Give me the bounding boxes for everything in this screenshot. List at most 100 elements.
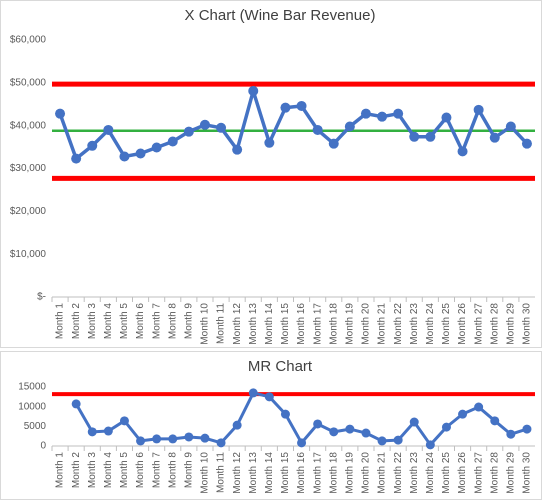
x-tick-label: Month 8 — [167, 452, 178, 489]
x-tick-label: Month 27 — [473, 452, 484, 494]
data-point — [103, 426, 113, 436]
x-tick-label: Month 6 — [135, 452, 146, 489]
data-point — [280, 409, 290, 419]
data-point — [184, 432, 194, 442]
data-point — [232, 144, 243, 155]
x-tick-label: Month 16 — [296, 452, 307, 494]
x-tick-label: Month 14 — [264, 452, 275, 494]
data-point — [522, 424, 532, 434]
data-point — [216, 438, 226, 448]
series-line — [74, 391, 528, 447]
data-point — [425, 131, 436, 142]
data-point — [119, 151, 130, 162]
x-tick-label: Month 12 — [232, 452, 243, 494]
series-line — [58, 89, 529, 161]
x-tick-label: Month 2 — [71, 452, 82, 489]
x-tick-label: Month 4 — [103, 452, 114, 489]
x-tick-label: Month 14 — [264, 303, 275, 345]
y-tick-label: 15000 — [18, 382, 46, 393]
y-tick-label: $30,000 — [10, 163, 47, 174]
data-point — [71, 399, 81, 409]
data-point — [490, 416, 500, 426]
data-point — [216, 122, 227, 133]
data-point — [151, 142, 162, 153]
data-point — [328, 138, 339, 149]
data-point — [136, 436, 146, 446]
chart-title: MR Chart — [248, 358, 313, 375]
x-tick-label: Month 13 — [248, 303, 259, 345]
data-point — [313, 419, 323, 429]
data-point — [168, 434, 178, 444]
x-tick-label: Month 12 — [232, 303, 243, 345]
y-tick-label: $40,000 — [10, 120, 47, 131]
x-tick-label: Month 29 — [505, 303, 516, 345]
data-point — [409, 417, 419, 427]
data-point — [232, 420, 242, 430]
x-tick-label: Month 8 — [167, 303, 178, 340]
panel-border — [0, 0, 542, 348]
data-point — [425, 440, 435, 450]
x-tick-label: Month 3 — [87, 303, 98, 340]
data-point — [474, 402, 484, 412]
x-tick-label: Month 10 — [200, 303, 211, 345]
x-tick-label: Month 30 — [522, 452, 533, 494]
data-point — [200, 433, 210, 443]
x-tick-label: Month 9 — [183, 303, 194, 340]
data-point — [393, 435, 403, 445]
chart-title: X Chart (Wine Bar Revenue) — [185, 7, 376, 24]
y-tick-label: $50,000 — [10, 77, 47, 88]
x-tick-label: Month 15 — [280, 452, 291, 494]
data-point — [183, 126, 194, 137]
x-tick-label: Month 1 — [55, 452, 66, 489]
x-tick-label: Month 21 — [377, 303, 388, 345]
y-tick-label: 10000 — [18, 401, 46, 412]
y-tick-label: 0 — [40, 441, 46, 452]
x-tick-label: Month 7 — [151, 452, 162, 489]
x-tick-label: Month 10 — [200, 452, 211, 494]
x-tick-label: Month 9 — [183, 452, 194, 489]
data-point — [506, 429, 516, 439]
y-tick-label: $10,000 — [10, 249, 47, 260]
data-point — [312, 124, 323, 135]
x-tick-label: Month 19 — [344, 452, 355, 494]
data-point — [505, 121, 516, 132]
data-point — [152, 434, 162, 444]
data-point — [344, 121, 355, 132]
x-tick-label: Month 26 — [457, 303, 468, 345]
x-tick-label: Month 4 — [103, 303, 114, 340]
x-tick-label: Month 16 — [296, 303, 307, 345]
data-point — [361, 428, 371, 438]
data-point — [264, 137, 275, 148]
data-point — [87, 140, 98, 151]
x-tick-label: Month 2 — [71, 303, 82, 340]
y-tick-label: $20,000 — [10, 206, 47, 217]
data-point — [393, 108, 404, 119]
data-point — [473, 104, 484, 115]
x-tick-label: Month 5 — [119, 452, 130, 489]
data-point — [409, 131, 420, 142]
x-tick-label: Month 22 — [393, 303, 404, 345]
data-point — [280, 102, 291, 113]
data-point — [489, 132, 500, 143]
x-tick-label: Month 27 — [473, 303, 484, 345]
data-point — [441, 112, 452, 123]
data-point — [248, 85, 259, 96]
data-point — [377, 436, 387, 446]
x-tick-label: Month 25 — [441, 303, 452, 345]
x-tick-label: Month 17 — [312, 452, 323, 494]
x-tick-label: Month 19 — [344, 303, 355, 345]
x-tick-label: Month 23 — [409, 452, 420, 494]
data-point — [296, 100, 307, 111]
data-point — [441, 422, 451, 432]
y-tick-label: $- — [37, 292, 46, 303]
x-tick-label: Month 30 — [522, 303, 533, 345]
x-tick-label: Month 15 — [280, 303, 291, 345]
x-tick-label: Month 29 — [505, 452, 516, 494]
data-point — [87, 427, 97, 437]
x-tick-label: Month 23 — [409, 303, 420, 345]
x-tick-label: Month 22 — [393, 452, 404, 494]
x-tick-label: Month 6 — [135, 303, 146, 340]
x-tick-label: Month 11 — [216, 303, 227, 344]
data-point — [55, 108, 66, 119]
